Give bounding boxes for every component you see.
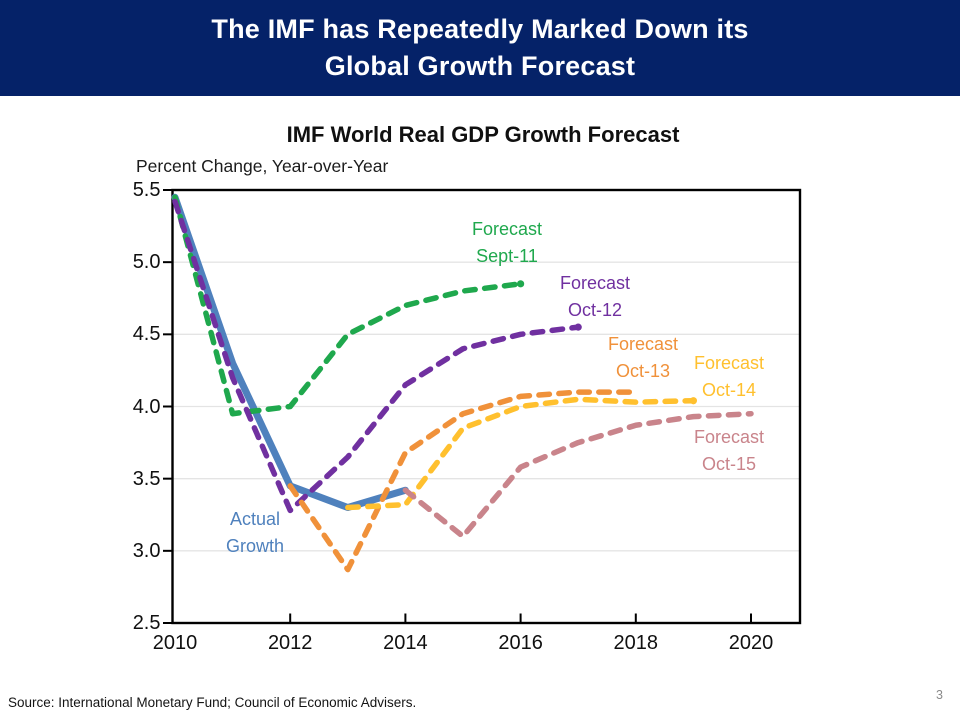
y-tick-label: 5.0	[132, 251, 161, 274]
label-actual: Actual Growth	[225, 509, 285, 556]
source-note: Source: International Monetary Fund; Cou…	[8, 695, 417, 710]
y-tick-label: 4.5	[132, 323, 161, 346]
y-tick-label: 5.5	[132, 179, 161, 201]
series-line-actual-growth	[171, 193, 409, 512]
slide-title-line1: The IMF has Repeatedly Marked Down its	[211, 14, 749, 44]
series-line-forecast-oct-12	[172, 198, 581, 514]
title-banner: The IMF has Repeatedly Marked Down its G…	[0, 0, 960, 96]
series-end-dot	[517, 280, 525, 288]
x-tick-label: 2014	[383, 632, 428, 654]
label-oct15: Forecast Oct-15	[693, 427, 765, 474]
x-tick-label: 2010	[152, 632, 198, 654]
series-line-forecast-oct-14	[345, 396, 697, 511]
label-oct13: Forecast Oct-13	[607, 334, 679, 381]
label-oct14: Forecast Oct-14	[693, 353, 765, 400]
series-end-dot	[574, 323, 582, 331]
label-sept11: Forecast Sept-11	[471, 219, 543, 266]
label-oct12: Forecast Oct-12	[559, 273, 631, 320]
y-tick-label: 4.0	[132, 395, 161, 418]
slide-title-line2: Global Growth Forecast	[324, 51, 636, 81]
page-number: 3	[936, 688, 943, 702]
chart-title: IMF World Real GDP Growth Forecast	[286, 122, 680, 147]
y-axis-unit-label: Percent Change, Year-over-Year	[136, 156, 389, 176]
series-end-dot	[689, 397, 698, 405]
series-line-forecast-oct-13	[287, 389, 639, 573]
x-tick-label: 2020	[728, 632, 774, 654]
y-tick-label: 2.5	[132, 612, 161, 634]
y-tick-label: 3.0	[132, 539, 161, 562]
x-tick-label: 2016	[498, 632, 543, 654]
x-tick-label: 2012	[267, 632, 313, 654]
y-tick-label: 3.5	[132, 467, 161, 490]
series-line-forecast-sept-11	[172, 194, 524, 417]
x-tick-label: 2018	[613, 632, 659, 654]
series-line-forecast-oct-15	[402, 410, 754, 540]
